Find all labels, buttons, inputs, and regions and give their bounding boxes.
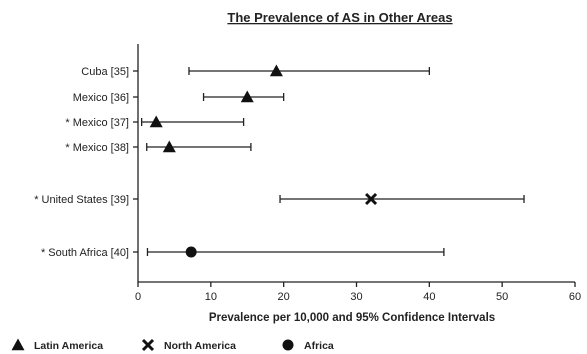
- legend-marker-1-stroke-b: [141, 338, 155, 352]
- legend-label-1: North America: [164, 340, 236, 352]
- x-tick-label-0: 0: [135, 291, 141, 303]
- legend-label-2: Africa: [304, 340, 334, 352]
- point-marker-3: [162, 140, 176, 153]
- x-axis-label: Prevalence per 10,000 and 95% Confidence…: [209, 312, 495, 324]
- point-marker-1: [240, 90, 254, 103]
- row-label-5: * South Africa [40]: [41, 247, 129, 259]
- x-tick-label-5: 50: [496, 291, 508, 303]
- x-tick-label-3: 30: [350, 291, 362, 303]
- point-marker-0: [269, 64, 283, 77]
- point-marker-4: [365, 192, 378, 206]
- row-label-2: * Mexico [37]: [65, 117, 129, 129]
- row-label-1: Mexico [36]: [73, 92, 129, 104]
- x-tick-label-2: 20: [278, 291, 290, 303]
- legend-marker-1: [141, 338, 155, 352]
- legend: Latin America North America Africa: [11, 338, 334, 352]
- chart-title: The Prevalence of AS in Other Areas: [227, 10, 452, 25]
- x-axis-ticks: 0 10 20 30 40 50 60: [135, 282, 581, 303]
- legend-label-0: Latin America: [34, 340, 103, 352]
- point-marker-2: [149, 115, 163, 128]
- legend-marker-2: [282, 339, 294, 351]
- point-marker-5: [185, 246, 197, 258]
- row-label-0: Cuba [35]: [81, 66, 129, 78]
- legend-marker-0: [11, 338, 25, 351]
- row-label-4: * United States [39]: [34, 194, 129, 206]
- row-label-3: * Mexico [38]: [65, 142, 129, 154]
- data-rows: Cuba [35] Mexico [36] * Mexico [37] * Mexic…: [34, 64, 525, 259]
- x-tick-label-1: 10: [205, 291, 217, 303]
- point-marker-4-stroke-b: [365, 192, 378, 206]
- x-tick-label-6: 60: [569, 291, 581, 303]
- x-tick-label-4: 40: [423, 291, 435, 303]
